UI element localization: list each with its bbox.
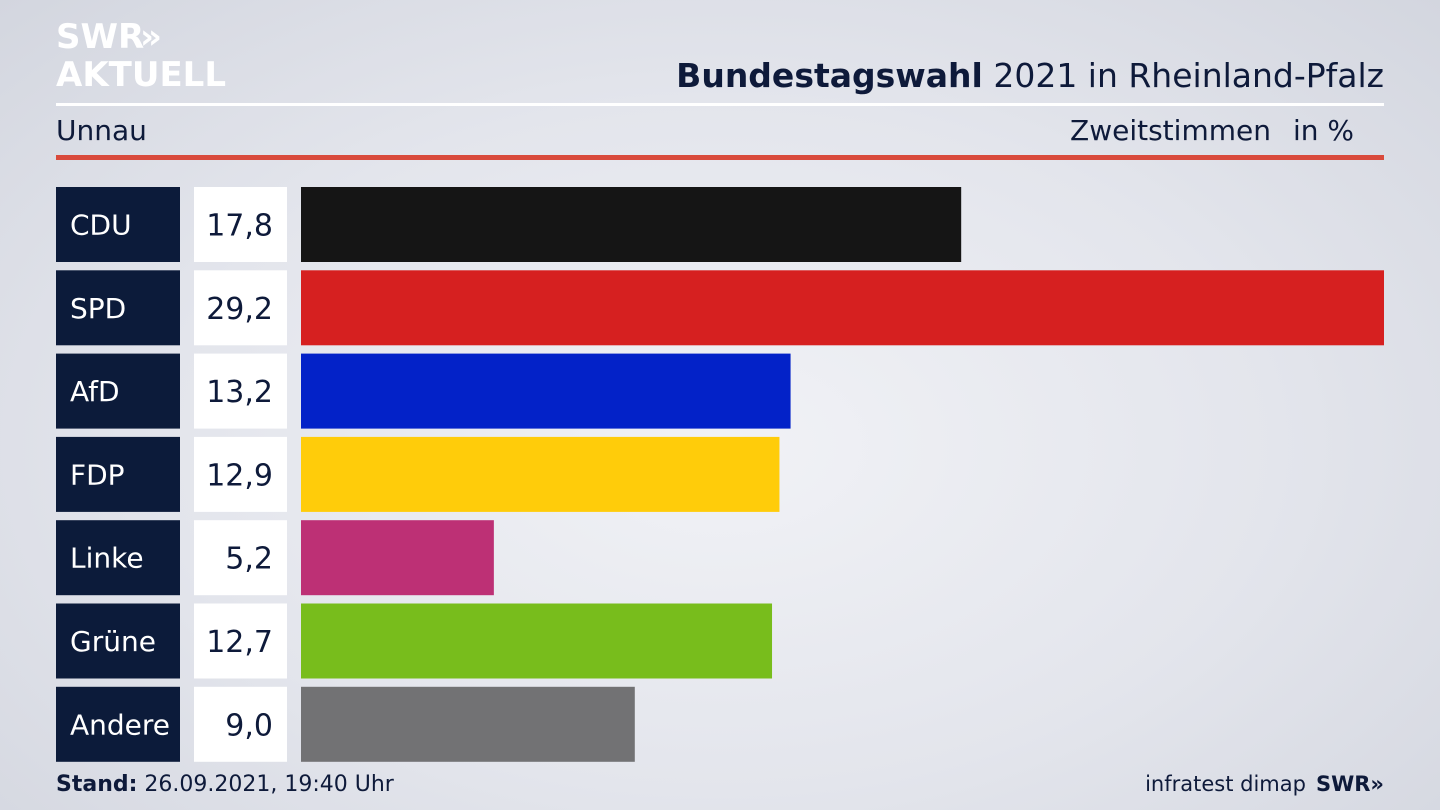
bar-andere — [301, 686, 635, 762]
party-label-box — [56, 270, 180, 346]
timestamp: Stand: 26.09.2021, 19:40 Uhr — [56, 772, 394, 797]
bar-fdp — [301, 436, 780, 512]
bar-linke — [301, 520, 494, 596]
value-label: 17,8 — [206, 209, 273, 244]
value-label: 9,0 — [225, 708, 273, 743]
vote-type: Zweitstimmen — [1070, 114, 1271, 147]
value-label-box — [194, 436, 287, 512]
source-name: infratest dimap — [1145, 772, 1306, 796]
logo-chevrons-icon: » — [140, 17, 162, 57]
bar-grüne — [301, 603, 773, 679]
logo-line-swr: SWR — [56, 17, 144, 57]
logo-line-aktuell: AKTUELL — [56, 55, 226, 92]
vote-type-unit: Zweitstimmen in % — [1070, 114, 1354, 147]
party-label: FDP — [70, 458, 125, 491]
party-label-box — [56, 187, 180, 262]
source-credit: infratest dimap SWR» — [1145, 772, 1384, 796]
stand-value: 26.09.2021, 19:40 Uhr — [144, 772, 394, 797]
stand-label: Stand: — [56, 772, 138, 797]
value-label-box — [194, 686, 287, 762]
title-rest: 2021 in Rheinland-Pfalz — [993, 56, 1384, 95]
region-name: Unnau — [56, 114, 147, 147]
value-label: 5,2 — [225, 542, 273, 577]
party-label: Andere — [70, 708, 170, 741]
header-divider — [56, 103, 1384, 106]
value-label: 29,2 — [206, 292, 273, 327]
value-label-box — [194, 520, 287, 596]
swr-footer-logo: SWR — [1315, 772, 1371, 796]
value-label-box — [194, 353, 287, 429]
party-label: CDU — [70, 209, 132, 242]
chart-title: Bundestagswahl 2021 in Rheinland-Pfalz — [676, 56, 1384, 95]
party-label-box — [56, 686, 180, 762]
party-label-box — [56, 436, 180, 512]
value-label: 12,9 — [206, 458, 273, 493]
footer-chevrons-icon: » — [1370, 772, 1384, 796]
value-label: 12,7 — [206, 625, 273, 660]
bar-spd — [301, 270, 1384, 346]
accent-divider — [56, 155, 1384, 160]
party-label: Grüne — [70, 625, 156, 658]
party-label: Linke — [70, 542, 144, 575]
value-label: 13,2 — [206, 375, 273, 410]
party-label-box — [56, 603, 180, 679]
swr-aktuell-logo: SWR » AKTUELL — [56, 17, 226, 92]
bar-afd — [301, 353, 791, 429]
party-label: SPD — [70, 292, 126, 325]
title-bold: Bundestagswahl — [676, 56, 983, 95]
value-label-box — [194, 603, 287, 679]
bar-cdu — [301, 187, 962, 262]
value-label-box — [194, 270, 287, 346]
party-label-box — [56, 520, 180, 596]
value-label-box — [194, 187, 287, 262]
unit-label: in % — [1292, 114, 1354, 147]
party-label: AfD — [70, 375, 120, 408]
party-label-box — [56, 353, 180, 429]
